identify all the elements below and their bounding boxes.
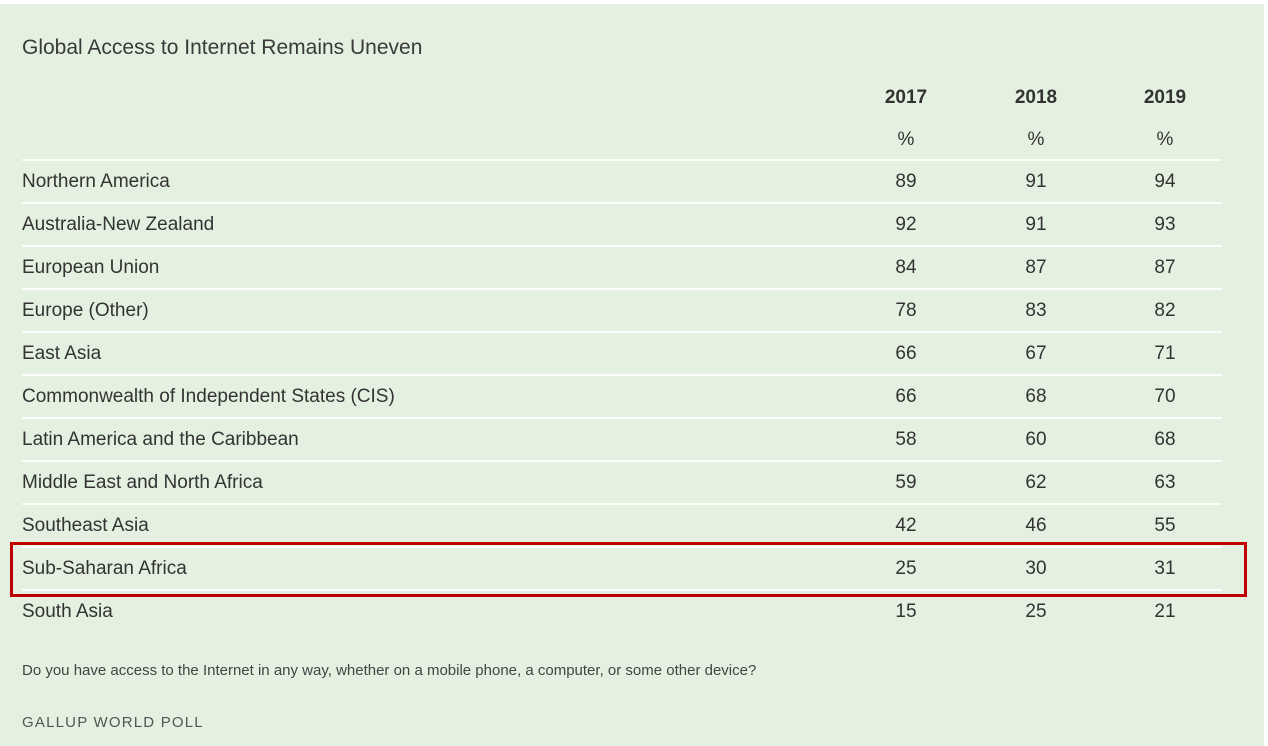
row-label: European Union (22, 257, 160, 278)
cell-value: 31 (1154, 558, 1176, 579)
column-unit: % (897, 129, 915, 150)
cell-value: 60 (1025, 429, 1047, 450)
cell-value: 70 (1154, 386, 1176, 407)
cell-value: 55 (1154, 515, 1176, 536)
row-label: Northern America (22, 171, 170, 192)
cell-value: 66 (895, 386, 917, 407)
cell-value: 82 (1154, 300, 1176, 321)
row-label: Middle East and North Africa (22, 472, 263, 493)
cell-value: 68 (1025, 386, 1047, 407)
row-separator (22, 202, 1222, 204)
cell-value: 83 (1025, 300, 1047, 321)
column-unit: % (1027, 129, 1045, 150)
survey-question: Do you have access to the Internet in an… (22, 662, 757, 679)
source: GALLUP WORLD POLL (22, 714, 204, 731)
row-label: East Asia (22, 343, 102, 364)
row-separator (22, 589, 1222, 591)
cell-value: 89 (895, 171, 917, 192)
row-label: Australia-New Zealand (22, 214, 215, 235)
cell-value: 30 (1025, 558, 1047, 579)
cell-value: 78 (895, 300, 917, 321)
row-separator (22, 159, 1222, 161)
row-separator (22, 546, 1222, 548)
cell-value: 66 (895, 343, 917, 364)
cell-value: 84 (895, 257, 917, 278)
cell-value: 87 (1025, 257, 1047, 278)
table-title: Global Access to Internet Remains Uneven (22, 36, 423, 59)
cell-value: 62 (1025, 472, 1047, 493)
cell-value: 59 (895, 472, 917, 493)
row-separator (22, 503, 1222, 505)
column-header: 2018 (1014, 87, 1058, 108)
row-label: Europe (Other) (22, 300, 149, 321)
cell-value: 58 (895, 429, 917, 450)
row-label: Latin America and the Caribbean (22, 429, 299, 450)
row-separator (22, 460, 1222, 462)
column-header: 2017 (884, 87, 928, 108)
row-separator (22, 288, 1222, 290)
cell-value: 71 (1154, 343, 1176, 364)
column-header: 2019 (1143, 87, 1187, 108)
row-label: Sub-Saharan Africa (22, 558, 187, 579)
table-card: Global Access to Internet Remains Uneven… (0, 4, 1264, 746)
cell-value: 67 (1025, 343, 1047, 364)
cell-value: 93 (1154, 214, 1176, 235)
row-label: South Asia (22, 601, 113, 622)
row-label: Southeast Asia (22, 515, 149, 536)
cell-value: 42 (895, 515, 917, 536)
cell-value: 91 (1025, 171, 1047, 192)
cell-value: 15 (895, 601, 917, 622)
cell-value: 21 (1154, 601, 1176, 622)
cell-value: 68 (1154, 429, 1176, 450)
cell-value: 94 (1154, 171, 1176, 192)
cell-value: 92 (895, 214, 917, 235)
cell-value: 25 (895, 558, 917, 579)
row-separator (22, 331, 1222, 333)
column-unit: % (1156, 129, 1174, 150)
cell-value: 91 (1025, 214, 1047, 235)
row-separator (22, 245, 1222, 247)
cell-value: 25 (1025, 601, 1047, 622)
row-label: Commonwealth of Independent States (CIS) (22, 386, 395, 407)
row-separator (22, 417, 1222, 419)
cell-value: 87 (1154, 257, 1176, 278)
cell-value: 63 (1154, 472, 1176, 493)
cell-value: 46 (1025, 515, 1047, 536)
row-separator (22, 374, 1222, 376)
highlight-box (10, 542, 1247, 597)
